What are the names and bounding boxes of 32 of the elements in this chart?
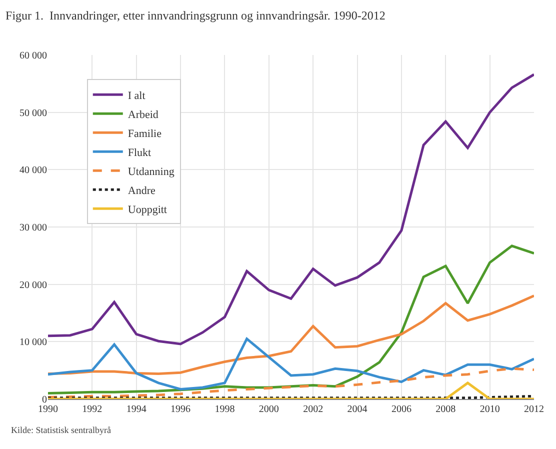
x-tick-label: 1998 bbox=[214, 404, 235, 415]
y-tick-label: 50 000 bbox=[20, 108, 47, 119]
y-tick-label: 40 000 bbox=[20, 165, 47, 176]
x-tick-label: 2008 bbox=[436, 404, 456, 415]
y-tick-label: 0 bbox=[42, 394, 47, 406]
x-tick-label: 2012 bbox=[524, 404, 544, 415]
legend-label: Arbeid bbox=[128, 108, 159, 121]
x-tick-label: 1994 bbox=[126, 404, 146, 415]
line-series bbox=[48, 367, 534, 399]
legend-label: I alt bbox=[128, 90, 146, 102]
x-tick-label: 2000 bbox=[258, 404, 279, 415]
line-series bbox=[48, 73, 534, 346]
legend-label: Andre bbox=[128, 184, 156, 197]
x-tick-label: 2004 bbox=[347, 404, 368, 415]
legend-label: Flukt bbox=[128, 146, 152, 159]
chart-title: Figur 1. Innvandringer, etter innvandringsgrunn og innvandringsår. 1990-2012 bbox=[6, 8, 386, 23]
legend-label: Utdanning bbox=[128, 166, 175, 178]
text: Kilde: Statistisk sentralbyrå bbox=[11, 425, 111, 435]
y-tick-label: 30 000 bbox=[20, 222, 47, 234]
x-tick-label: 2010 bbox=[480, 404, 500, 415]
legend-label: Uoppgitt bbox=[128, 204, 168, 216]
x-tick-label: 1990 bbox=[38, 404, 58, 415]
y-tick-label: 60 000 bbox=[20, 50, 47, 62]
x-tick-label: 1992 bbox=[82, 404, 102, 415]
y-tick-label: 20 000 bbox=[20, 280, 47, 291]
line-series bbox=[48, 338, 534, 390]
y-tick-label: 10 000 bbox=[20, 337, 47, 348]
legend-label: Familie bbox=[128, 128, 162, 140]
x-tick-label: 1996 bbox=[170, 404, 191, 415]
line-series bbox=[48, 294, 534, 376]
x-tick-label: 2006 bbox=[391, 404, 412, 415]
x-tick-label: 2002 bbox=[303, 404, 324, 415]
